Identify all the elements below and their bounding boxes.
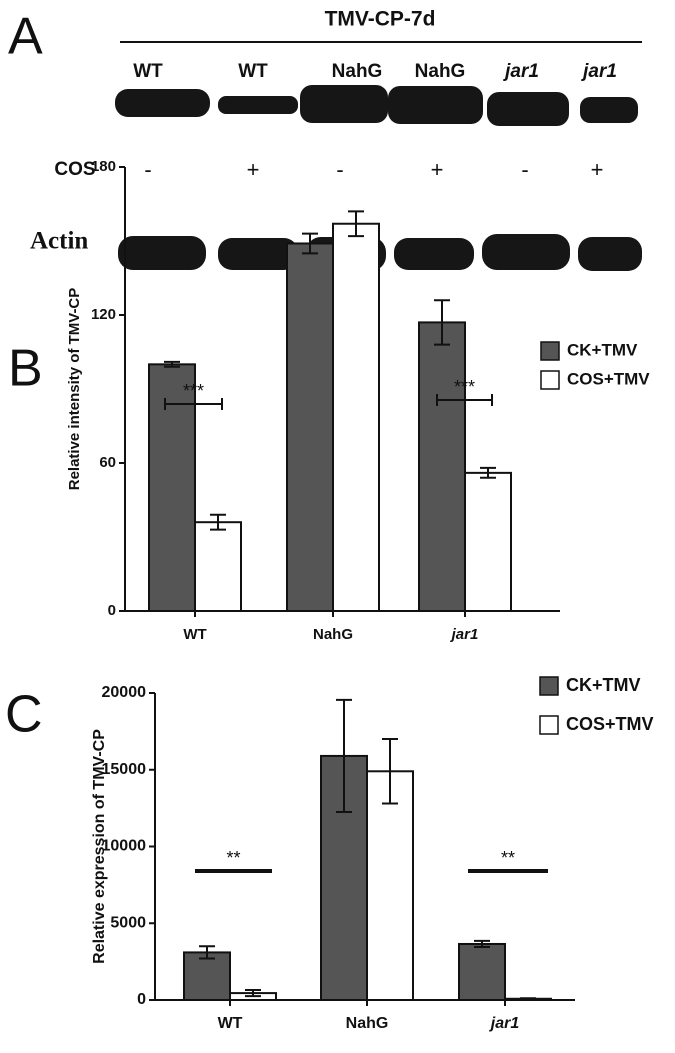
lane-label: NahG (332, 61, 383, 82)
y-tick-label: 20000 (102, 684, 147, 701)
y-tick-label: 120 (91, 306, 116, 323)
error-bar (348, 210, 364, 238)
error-bar (520, 997, 536, 1001)
x-tick-label: WT (183, 626, 206, 643)
treatment-sign: + (247, 157, 260, 182)
treatment-sign: + (591, 157, 604, 182)
treatment-sign: - (144, 157, 151, 182)
y-tick-label: 10000 (102, 838, 147, 855)
lane-label: jar1 (580, 61, 617, 82)
error-bar (245, 989, 261, 998)
legend-label: CK+TMV (567, 340, 638, 359)
bar (148, 363, 196, 613)
x-tick-label: NahG (346, 1015, 389, 1032)
bar (332, 222, 380, 612)
treatment-sign: + (431, 157, 444, 182)
legend-label: CK+TMV (566, 675, 641, 695)
significance-caps (164, 398, 223, 410)
y-tick-label: 5000 (110, 914, 146, 931)
error-bar (474, 939, 490, 949)
cos-label: COS (54, 159, 95, 180)
error-bar (164, 360, 180, 368)
significance-label: *** (183, 381, 204, 401)
bar (366, 770, 414, 1001)
y-axis-label: Relative expression of TMV-CP (91, 729, 108, 964)
x-tick-label: NahG (313, 626, 353, 643)
lane-label: jar1 (502, 61, 539, 82)
y-tick-label: 60 (99, 454, 116, 471)
error-bar (480, 466, 496, 479)
legend-label: COS+TMV (567, 369, 650, 388)
panel-label: B (8, 340, 43, 398)
lane-label: WT (238, 61, 268, 82)
error-bar (210, 513, 226, 531)
x-tick-label: jar1 (450, 626, 479, 643)
significance-label: ** (226, 848, 240, 868)
legend-swatch (540, 370, 560, 390)
y-tick-label: 0 (108, 602, 116, 619)
significance-caps (436, 394, 493, 406)
x-tick-label: WT (218, 1015, 243, 1032)
panel-label: C (5, 686, 43, 744)
bar (194, 521, 242, 613)
bar (458, 942, 506, 1001)
y-axis-label: Relative intensity of TMV-CP (66, 288, 83, 491)
y-tick-label: 15000 (102, 761, 147, 778)
bar (464, 471, 512, 612)
error-bar (382, 738, 398, 805)
y-tick-label: 180 (91, 158, 116, 175)
error-bar (302, 232, 318, 255)
bar (286, 242, 334, 612)
treatment-sign: - (521, 157, 528, 182)
error-bar (336, 698, 352, 813)
x-tick-label: jar1 (489, 1015, 520, 1032)
significance-label: *** (454, 377, 475, 397)
panel-label: A (8, 8, 43, 66)
legend-swatch (540, 341, 560, 361)
significance-label: ** (501, 848, 515, 868)
actin-label: Actin (30, 228, 88, 255)
treatment-sign: - (336, 157, 343, 182)
legend-swatch (539, 715, 559, 735)
lane-label: WT (133, 61, 163, 82)
error-bar (199, 945, 215, 960)
y-tick-label: 0 (137, 991, 146, 1008)
legend-swatch (539, 676, 559, 696)
legend-label: COS+TMV (566, 714, 654, 734)
tmv-bands (115, 85, 638, 126)
lane-label: NahG (415, 61, 466, 82)
blot-title: TMV-CP-7d (325, 8, 436, 31)
bar (418, 321, 466, 612)
error-bar (434, 299, 450, 346)
